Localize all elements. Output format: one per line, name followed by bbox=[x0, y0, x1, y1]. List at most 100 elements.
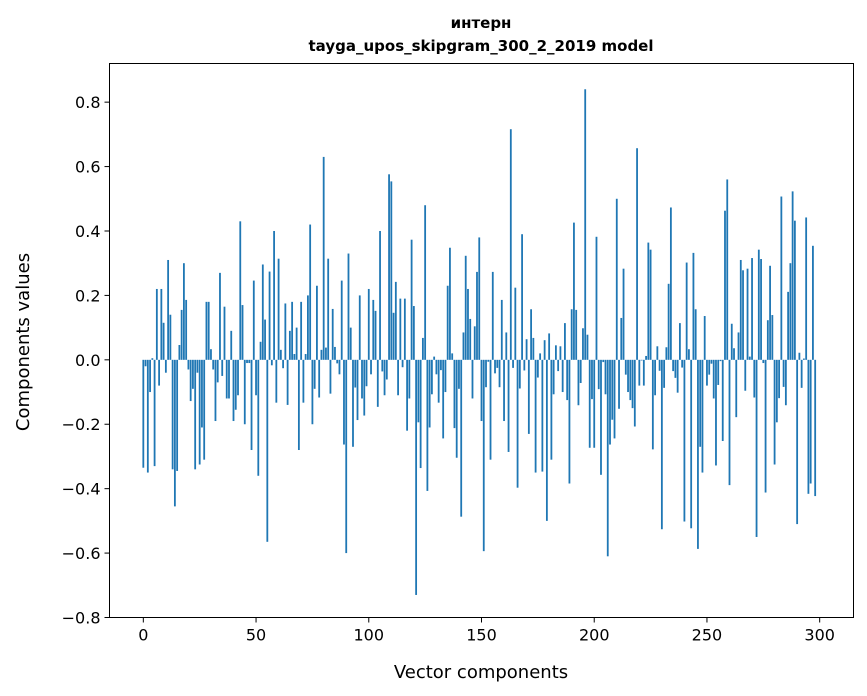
bar bbox=[212, 359, 215, 370]
bar bbox=[588, 359, 591, 448]
bar bbox=[379, 230, 381, 360]
bar bbox=[658, 359, 661, 371]
bar bbox=[708, 359, 711, 375]
bar bbox=[370, 359, 372, 375]
bar bbox=[207, 301, 210, 360]
bar bbox=[399, 298, 402, 360]
bar bbox=[376, 359, 379, 407]
bar bbox=[775, 359, 778, 423]
bar bbox=[647, 242, 650, 360]
bar bbox=[482, 359, 485, 552]
bar bbox=[343, 359, 345, 445]
y-axis-label: Components values bbox=[13, 253, 34, 431]
bar bbox=[322, 156, 325, 360]
bar bbox=[518, 359, 521, 389]
bar bbox=[541, 359, 544, 472]
bar bbox=[568, 359, 571, 484]
bar bbox=[313, 359, 316, 389]
bar bbox=[473, 326, 476, 360]
bar bbox=[611, 359, 614, 420]
y-axis: −0.8 −0.6 −0.4 −0.2 0.0 0.2 0.4 0.6 0.8 bbox=[62, 93, 110, 628]
bar bbox=[352, 359, 354, 447]
bar bbox=[676, 359, 679, 393]
bar bbox=[573, 222, 575, 360]
bar bbox=[192, 359, 194, 389]
bar bbox=[277, 258, 280, 360]
bar bbox=[769, 265, 771, 360]
bar bbox=[800, 359, 803, 388]
bar bbox=[372, 299, 375, 360]
bar bbox=[746, 268, 749, 360]
bar bbox=[557, 359, 560, 372]
bar bbox=[760, 259, 762, 360]
bar bbox=[737, 332, 740, 360]
bar bbox=[153, 359, 156, 467]
bar bbox=[780, 196, 783, 360]
bar bbox=[593, 359, 596, 448]
bar bbox=[151, 358, 154, 360]
x-tick-label: 250 bbox=[692, 626, 723, 645]
bar bbox=[721, 359, 724, 441]
bar bbox=[494, 359, 496, 374]
bar bbox=[284, 303, 287, 360]
bar bbox=[665, 347, 668, 360]
bar bbox=[685, 262, 688, 360]
bar bbox=[678, 323, 681, 360]
bar bbox=[430, 359, 433, 395]
bar bbox=[620, 317, 623, 360]
bar bbox=[288, 330, 291, 360]
x-tick-label: 50 bbox=[246, 626, 266, 645]
bar bbox=[279, 349, 282, 360]
bar bbox=[784, 359, 787, 406]
bar bbox=[385, 359, 388, 380]
bar bbox=[421, 337, 424, 360]
bar bbox=[410, 239, 413, 360]
bar bbox=[424, 205, 427, 360]
bar bbox=[733, 348, 735, 360]
bar bbox=[575, 309, 578, 360]
bar bbox=[485, 359, 487, 388]
bar bbox=[600, 359, 602, 475]
y-tick-label: −0.2 bbox=[62, 415, 101, 434]
bar bbox=[187, 359, 190, 370]
bar bbox=[636, 148, 638, 360]
bar bbox=[453, 359, 456, 429]
bar bbox=[320, 349, 323, 360]
bar bbox=[232, 359, 235, 422]
bar bbox=[793, 220, 796, 360]
bar bbox=[394, 281, 397, 360]
bar bbox=[640, 359, 643, 361]
bar bbox=[719, 359, 722, 362]
bar bbox=[509, 129, 512, 360]
bar bbox=[361, 359, 363, 399]
bar bbox=[507, 359, 510, 452]
bar bbox=[744, 359, 747, 391]
bar bbox=[223, 306, 226, 360]
bar bbox=[252, 280, 255, 360]
x-tick-label: 0 bbox=[138, 626, 148, 645]
bar bbox=[532, 337, 535, 360]
bar bbox=[347, 253, 350, 360]
bar bbox=[683, 359, 686, 522]
plot-frame bbox=[109, 63, 854, 618]
bar bbox=[219, 272, 221, 360]
bar bbox=[383, 359, 386, 396]
bar bbox=[392, 312, 395, 360]
bar bbox=[789, 263, 792, 360]
bar bbox=[561, 359, 564, 393]
bar bbox=[791, 191, 794, 360]
bar bbox=[672, 359, 675, 372]
bar bbox=[566, 359, 569, 401]
bar bbox=[512, 359, 514, 368]
bar bbox=[160, 288, 163, 360]
bar bbox=[471, 359, 474, 399]
bar bbox=[564, 323, 566, 360]
bar bbox=[406, 359, 409, 431]
bar bbox=[615, 198, 618, 360]
bar bbox=[730, 323, 733, 360]
bar bbox=[270, 359, 273, 366]
y-tick-label: 0.8 bbox=[75, 93, 100, 112]
bar bbox=[460, 359, 463, 517]
bar bbox=[489, 359, 492, 460]
